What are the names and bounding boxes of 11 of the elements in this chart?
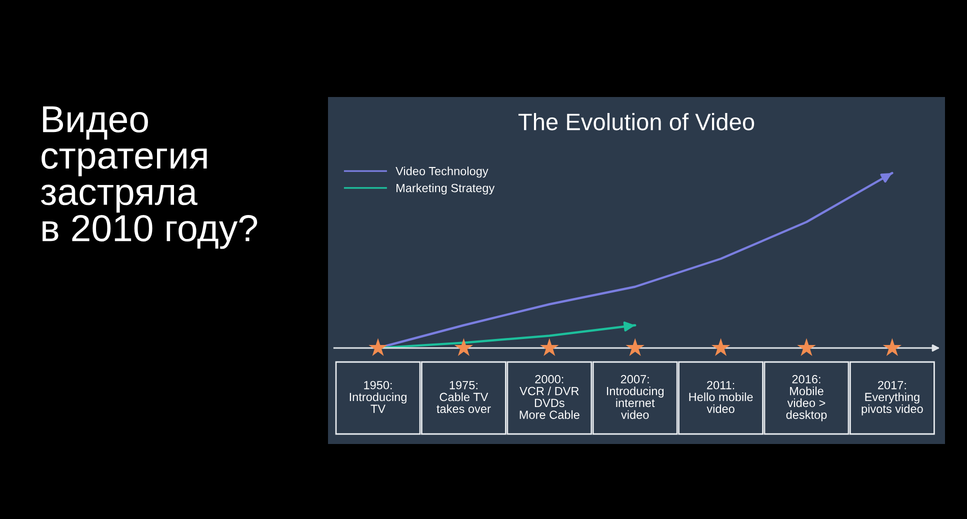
x-tick-label: 2017: Everything pivots video	[862, 380, 923, 416]
text: Видео стратегия застряла в 2010 году?	[40, 106, 258, 249]
chart-title: The Evolution of Video	[518, 112, 754, 130]
legend-label: Marketing Strategy	[396, 184, 495, 195]
x-tick-label: 2007: Introducing internet video	[606, 375, 664, 419]
x-tick-label: 1975: Cable TV takes over	[436, 380, 491, 414]
x-tick-label: 2016: Mobile video > desktop	[786, 375, 827, 422]
x-tick-label: 2011: Hello mobile video	[689, 380, 753, 414]
x-tick-label: 2000: VCR / DVR DVDs More Cable	[520, 375, 580, 419]
legend-label: Video Technology	[396, 166, 488, 178]
x-tick-label: 1950: Introducing TV	[350, 380, 406, 413]
